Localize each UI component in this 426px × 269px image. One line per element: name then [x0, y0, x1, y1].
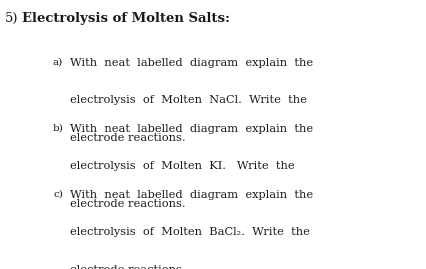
Text: electrolysis  of  Molten  KI.   Write  the: electrolysis of Molten KI. Write the — [70, 161, 295, 171]
Text: With  neat  labelled  diagram  explain  the: With neat labelled diagram explain the — [70, 190, 314, 200]
Text: With  neat  labelled  diagram  explain  the: With neat labelled diagram explain the — [70, 124, 314, 134]
Text: c): c) — [53, 190, 63, 199]
Text: electrolysis  of  Molten  NaCl.  Write  the: electrolysis of Molten NaCl. Write the — [70, 95, 307, 105]
Text: b): b) — [52, 124, 63, 133]
Text: electrode reactions.: electrode reactions. — [70, 199, 186, 209]
Text: electrode reactions.: electrode reactions. — [70, 265, 186, 269]
Text: electrolysis  of  Molten  BaCl₂.  Write  the: electrolysis of Molten BaCl₂. Write the — [70, 227, 310, 237]
Text: With  neat  labelled  diagram  explain  the: With neat labelled diagram explain the — [70, 58, 314, 68]
Text: a): a) — [53, 58, 63, 67]
Text: electrode reactions.: electrode reactions. — [70, 133, 186, 143]
Text: 5): 5) — [5, 12, 19, 25]
Text: Electrolysis of Molten Salts:: Electrolysis of Molten Salts: — [22, 12, 230, 25]
